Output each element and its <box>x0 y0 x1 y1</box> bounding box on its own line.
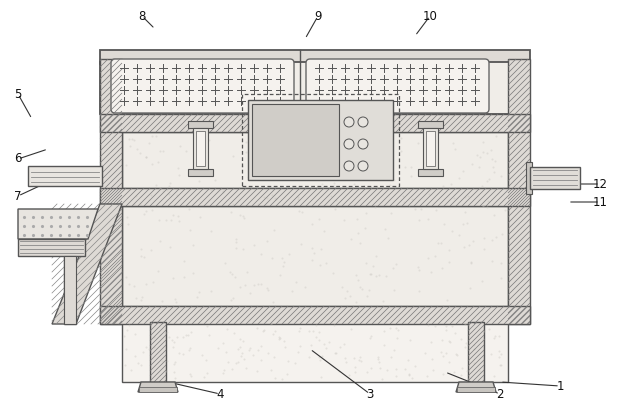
Bar <box>530 167 580 189</box>
Text: 7: 7 <box>14 189 22 202</box>
Bar <box>139 387 177 392</box>
Bar <box>423 128 438 169</box>
Circle shape <box>358 161 368 171</box>
Polygon shape <box>52 204 122 324</box>
Bar <box>122 132 508 188</box>
FancyBboxPatch shape <box>111 59 294 113</box>
Bar <box>122 206 508 306</box>
Bar <box>196 131 205 166</box>
Bar <box>100 306 530 324</box>
Bar <box>508 59 530 324</box>
Bar <box>457 387 495 392</box>
Text: 4: 4 <box>216 387 224 400</box>
Bar <box>64 256 76 324</box>
Bar <box>193 128 208 169</box>
Bar <box>100 59 122 324</box>
Bar <box>426 131 435 166</box>
Text: 10: 10 <box>423 10 438 23</box>
Bar <box>188 121 213 128</box>
Bar <box>100 50 530 64</box>
FancyBboxPatch shape <box>306 59 489 113</box>
Bar <box>248 100 393 180</box>
Bar <box>100 114 530 132</box>
Bar <box>100 62 530 114</box>
Text: 5: 5 <box>14 88 22 101</box>
Bar <box>188 169 213 176</box>
Circle shape <box>358 117 368 127</box>
Bar <box>100 188 530 206</box>
Bar <box>526 162 532 194</box>
Polygon shape <box>138 382 178 392</box>
Circle shape <box>358 139 368 149</box>
Text: 12: 12 <box>592 177 607 191</box>
Text: 6: 6 <box>14 152 22 166</box>
Text: 2: 2 <box>496 387 504 400</box>
Bar <box>242 94 399 186</box>
Bar <box>64 256 76 324</box>
Bar <box>122 322 508 382</box>
Circle shape <box>344 117 354 127</box>
Text: 1: 1 <box>556 379 564 393</box>
Bar <box>252 104 339 176</box>
Circle shape <box>344 161 354 171</box>
Polygon shape <box>18 209 98 239</box>
Polygon shape <box>456 382 496 392</box>
Bar <box>418 121 443 128</box>
Text: 3: 3 <box>366 387 374 400</box>
Bar <box>150 322 166 382</box>
Text: 9: 9 <box>314 10 322 23</box>
Bar <box>28 166 102 186</box>
Polygon shape <box>18 239 85 256</box>
Circle shape <box>344 139 354 149</box>
Bar <box>468 322 484 382</box>
Text: 11: 11 <box>592 196 607 208</box>
Text: 8: 8 <box>138 10 146 23</box>
Bar <box>418 169 443 176</box>
